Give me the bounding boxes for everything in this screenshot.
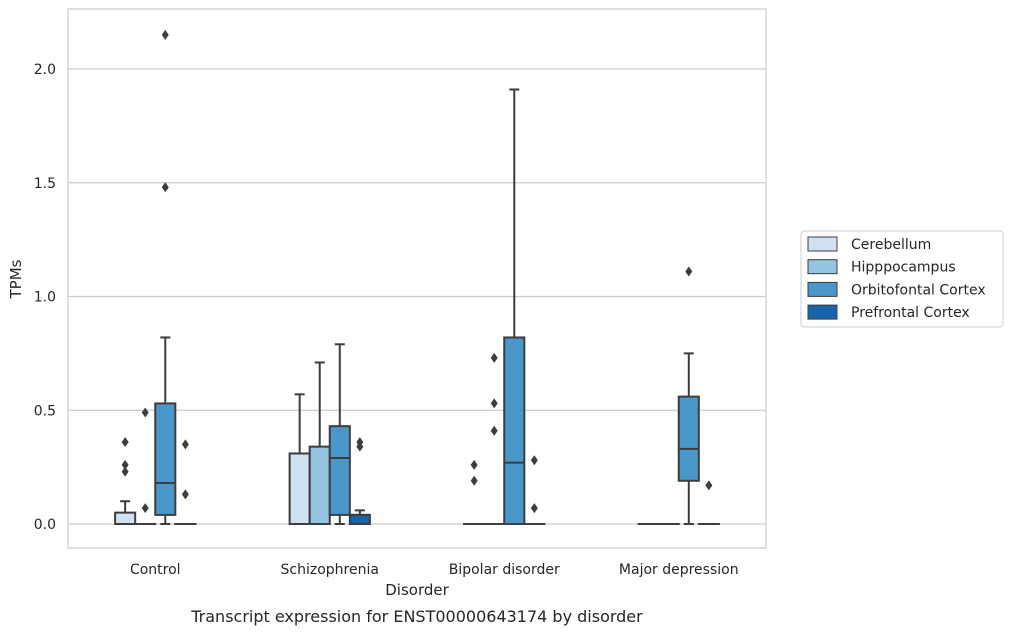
- box-group: [463, 459, 486, 526]
- box-body: [328, 425, 351, 516]
- outlier-point: [141, 407, 149, 418]
- y-tick-label: 1.0: [34, 290, 56, 306]
- outlier-point: [181, 439, 189, 450]
- y-axis-label: TPMs: [7, 259, 25, 299]
- box-group: [503, 88, 526, 526]
- outlier-point: [490, 425, 498, 436]
- x-tick-label: Schizophrenia: [281, 562, 379, 578]
- box-group: [154, 29, 177, 525]
- legend-swatch: [807, 236, 838, 252]
- y-tick-label: 0.0: [34, 517, 56, 533]
- box-body: [348, 513, 371, 526]
- legend: Cerebellum Hipppocampus Orbitofontal Corte…: [800, 230, 1004, 328]
- legend-frame: [800, 230, 1004, 328]
- y-tick-labels: 0.0 0.5 1.0 1.5 2.0: [34, 62, 56, 533]
- box-body: [288, 452, 311, 526]
- outlier-point: [705, 480, 713, 491]
- box-body: [114, 511, 137, 525]
- box-group: [348, 437, 371, 526]
- chart-caption: Transcript expression for ENST0000064317…: [190, 607, 643, 626]
- outlier-point: [181, 489, 189, 500]
- outlier-point: [490, 398, 498, 409]
- legend-label: Cerebellum: [851, 237, 931, 253]
- legend-items: Cerebellum Hipppocampus Orbitofontal Corte…: [807, 236, 986, 321]
- x-tick-label: Bipolar disorder: [449, 562, 560, 578]
- legend-label: Orbitofontal Cortex: [851, 282, 986, 298]
- outlier-point: [161, 29, 169, 40]
- y-tick-label: 0.5: [34, 403, 56, 419]
- outlier-point: [356, 437, 364, 448]
- outlier-point: [470, 459, 478, 470]
- y-tick-label: 1.5: [34, 176, 56, 192]
- box-body: [503, 336, 526, 526]
- box-group: [134, 407, 157, 526]
- box-group: [174, 439, 197, 526]
- box-group: [114, 437, 137, 525]
- box-group: [328, 343, 351, 525]
- outlier-point: [121, 466, 129, 477]
- legend-swatch: [807, 281, 838, 297]
- outlier-point: [121, 459, 129, 470]
- outlier-point: [530, 455, 538, 466]
- box-group: [677, 266, 700, 525]
- outlier-point: [490, 352, 498, 363]
- x-tick-label: Control: [130, 562, 181, 578]
- plot-area-frame: [67, 8, 767, 549]
- box-group: [288, 393, 311, 526]
- box-body: [677, 395, 700, 482]
- box-group: [483, 352, 506, 526]
- box-body: [308, 445, 331, 525]
- legend-swatch: [807, 304, 838, 320]
- legend-swatch: [807, 259, 838, 275]
- box-group: [523, 455, 546, 526]
- x-tick-label: Major depression: [619, 562, 739, 578]
- outlier-point: [141, 503, 149, 514]
- x-tick-labels: Control Schizophrenia Bipolar disorder Majo…: [130, 562, 739, 578]
- y-tick-label: 2.0: [34, 62, 56, 78]
- outlier-point: [470, 475, 478, 486]
- box-group: [697, 480, 720, 526]
- box-plots: [114, 29, 720, 526]
- outlier-point: [161, 182, 169, 193]
- box-body: [154, 402, 177, 516]
- outlier-point: [530, 503, 538, 514]
- legend-label: Hipppocampus: [851, 260, 956, 276]
- x-axis-label: Disorder: [385, 581, 449, 599]
- outlier-point: [121, 437, 129, 448]
- outlier-point: [685, 266, 693, 277]
- legend-label: Prefrontal Cortex: [851, 305, 970, 321]
